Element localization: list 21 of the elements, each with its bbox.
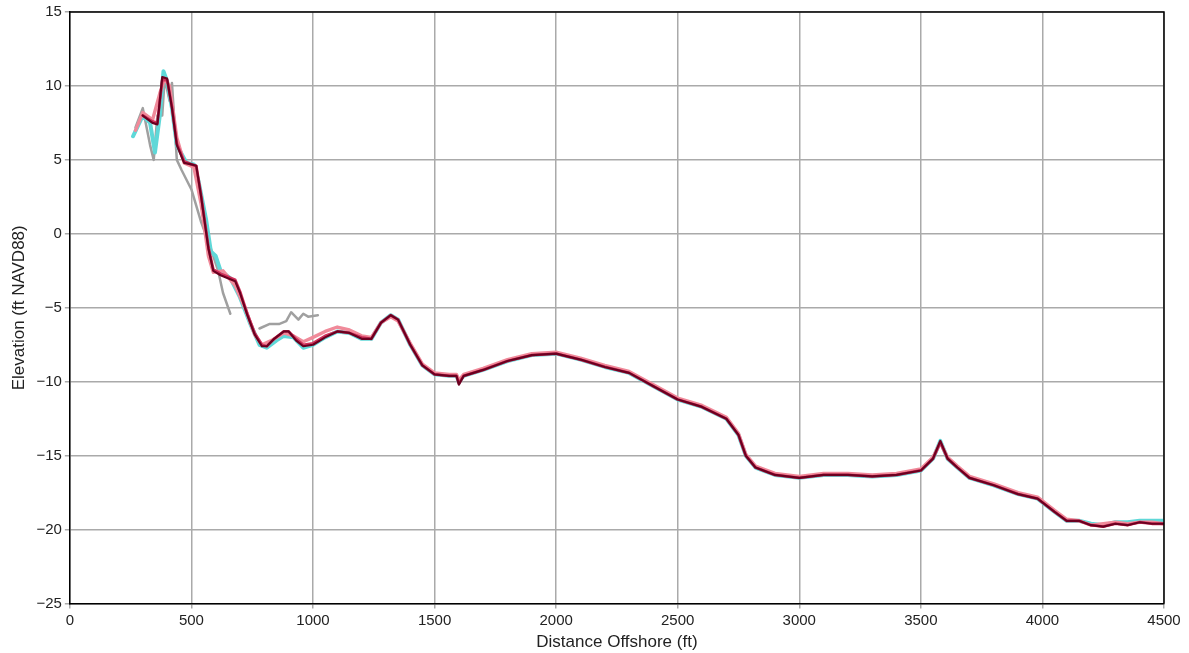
y-tick-label: 5 bbox=[53, 150, 62, 168]
x-tick-label: 2500 bbox=[661, 610, 695, 628]
y-tick-label: −25 bbox=[36, 593, 62, 611]
y-tick-label: −20 bbox=[36, 519, 62, 537]
x-tick-label: 1000 bbox=[296, 610, 330, 628]
x-tick-label: 4000 bbox=[1025, 610, 1060, 628]
x-tick-label: 3000 bbox=[782, 610, 816, 628]
y-tick-label: −10 bbox=[36, 371, 62, 389]
x-tick-label: 2000 bbox=[539, 610, 573, 628]
y-tick-label: 15 bbox=[45, 2, 62, 20]
y-tick-label: 10 bbox=[45, 76, 62, 94]
x-tick-label: 500 bbox=[178, 610, 204, 628]
x-tick-label: 4500 bbox=[1147, 610, 1181, 628]
x-axis-title: Distance Offshore (ft) bbox=[536, 632, 698, 652]
y-tick-label: −15 bbox=[36, 445, 62, 463]
x-tick-label: 1500 bbox=[417, 610, 452, 628]
y-tick-label: 0 bbox=[53, 223, 62, 241]
x-tick-label: 3500 bbox=[904, 610, 938, 628]
y-axis-title: Elevation (ft NAVD88) bbox=[8, 225, 28, 391]
x-tick-label: 0 bbox=[65, 610, 75, 628]
y-tick-label: −5 bbox=[44, 297, 62, 315]
